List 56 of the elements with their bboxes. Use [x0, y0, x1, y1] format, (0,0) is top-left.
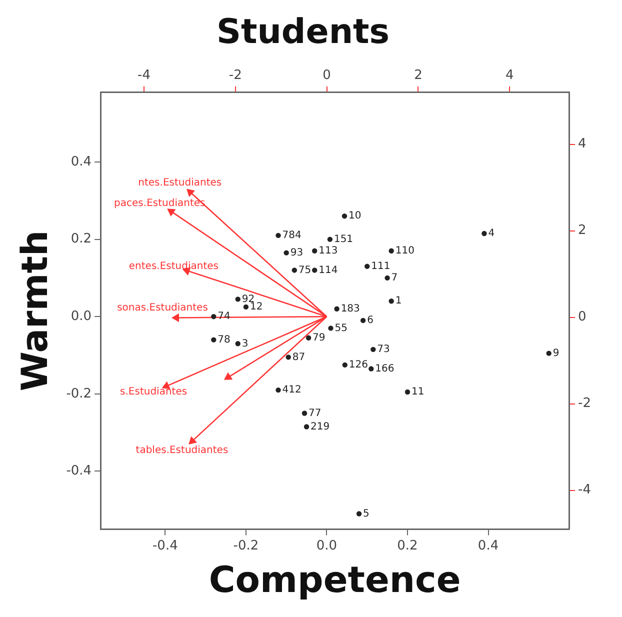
x2-tick-label: 2 — [414, 68, 422, 83]
series-label: 78 — [218, 334, 230, 346]
series-label: s.Estudiantes — [120, 386, 188, 398]
series-label: 3 — [242, 338, 248, 350]
x2-tick-label: 4 — [505, 68, 514, 83]
series-label: 93 — [290, 247, 304, 258]
series-label: 151 — [334, 234, 354, 245]
series-label: 166 — [375, 363, 394, 374]
series-label: 183 — [340, 303, 360, 314]
series-label: 75 — [298, 264, 312, 276]
series-label: 1 — [395, 296, 402, 307]
series-label: 4 — [488, 228, 495, 240]
series-label: 10 — [348, 210, 362, 222]
x-tick-label: 0.4 — [478, 538, 499, 554]
series-label: 113 — [318, 245, 338, 256]
y-axis-title: Warmth — [14, 230, 56, 392]
series-label: 412 — [282, 384, 302, 396]
x-tick-label: -0.4 — [152, 538, 178, 554]
y2-tick-label: 0 — [578, 310, 586, 325]
series-label: 784 — [282, 230, 302, 242]
series-label: tables.Estudiantes — [136, 445, 228, 456]
series-label: 114 — [318, 264, 338, 276]
series-label: sonas.Estudiantes — [117, 302, 208, 314]
y2-tick-label: -2 — [578, 396, 592, 412]
y2-tick-label: -4 — [578, 482, 592, 498]
series-label: ntes.Estudiantes — [138, 177, 222, 188]
series-label: 87 — [292, 352, 306, 363]
y-tick-label: -0.4 — [66, 464, 92, 479]
series-label: 9 — [552, 348, 560, 359]
y-tick-label: 0.2 — [70, 232, 92, 247]
series-label: 11 — [411, 386, 424, 398]
series-label: 6 — [367, 315, 374, 326]
series-label: 77 — [308, 408, 322, 419]
series-label: 73 — [377, 344, 390, 356]
y2-tick-label: 2 — [578, 223, 586, 238]
x-axis-title: Competence — [208, 560, 461, 601]
series-label: 7 — [391, 272, 398, 284]
series-label: 5 — [363, 508, 370, 520]
y-tick-label: 0.0 — [70, 308, 92, 324]
x-tick-label: -0.2 — [233, 538, 259, 554]
series-label: 219 — [310, 421, 330, 432]
series-label: 79 — [312, 332, 326, 344]
x2-tick-label: -4 — [138, 68, 150, 83]
chart-title: Students — [216, 12, 390, 52]
y2-tick-label: 4 — [578, 136, 586, 152]
x2-tick-label: -2 — [228, 68, 242, 83]
series-label: 111 — [371, 260, 390, 272]
series-label: 12 — [250, 302, 263, 313]
y-tick-label: -0.2 — [66, 386, 92, 402]
x-tick-label: 0.0 — [316, 538, 338, 554]
y-tick-label: 0.4 — [70, 154, 92, 170]
series-label: 55 — [334, 322, 348, 334]
x-tick-label: 0.2 — [397, 538, 418, 554]
x2-tick-label: 0 — [322, 68, 331, 83]
series-label: 126 — [348, 360, 368, 371]
series-label: 110 — [395, 245, 414, 256]
